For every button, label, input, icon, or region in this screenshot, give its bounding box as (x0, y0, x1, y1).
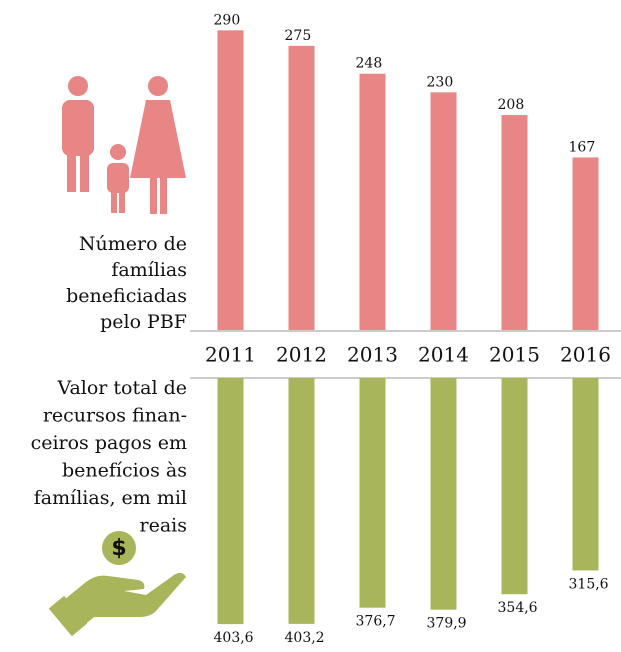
axis-label: famílias (111, 259, 187, 281)
data-label: 354,6 (498, 600, 538, 616)
x-tick-label: 2012 (276, 343, 327, 367)
x-tick-label: 2015 (489, 343, 540, 367)
bar (430, 92, 457, 330)
data-label: 379,9 (427, 616, 467, 632)
bar (288, 378, 315, 624)
bar (288, 45, 315, 330)
bar (359, 73, 386, 330)
data-label: 167 (569, 139, 596, 155)
axis-label: benefícios às (62, 460, 187, 482)
data-label: 275 (285, 28, 312, 44)
bar (359, 378, 386, 608)
axis-label: beneficiadas (66, 285, 187, 307)
data-label: 248 (356, 56, 383, 72)
x-tick-label: 2014 (418, 343, 469, 367)
axis-label: Número de (79, 233, 187, 255)
bar (572, 378, 599, 571)
bar (572, 157, 599, 330)
family-icon (62, 76, 186, 214)
bar (217, 378, 244, 625)
svg-text:$: $ (111, 536, 126, 561)
axis-label: pelo PBF (100, 311, 187, 333)
data-label: 403,2 (285, 630, 325, 646)
data-label: 230 (427, 74, 454, 90)
data-label: 315,6 (569, 576, 609, 592)
bar (430, 378, 457, 610)
x-tick-label: 2011 (205, 343, 256, 367)
axis-label: ceiros pagos em (31, 432, 187, 454)
x-tick-label: 2016 (560, 343, 611, 367)
bar (217, 30, 244, 330)
money-hand-icon: $ (48, 531, 186, 637)
x-tick-label: 2013 (347, 343, 398, 367)
axis-label: Valor total de (56, 377, 187, 399)
data-label: 376,7 (356, 614, 396, 630)
axis-label: famílias, em mil (34, 487, 187, 509)
data-label: 290 (214, 12, 241, 28)
axis-label: reais (140, 515, 187, 537)
bar (501, 378, 528, 595)
data-label: 208 (498, 97, 525, 113)
data-label: 403,6 (214, 630, 254, 646)
bar (501, 115, 528, 330)
axis-label: recursos finan- (43, 405, 187, 427)
